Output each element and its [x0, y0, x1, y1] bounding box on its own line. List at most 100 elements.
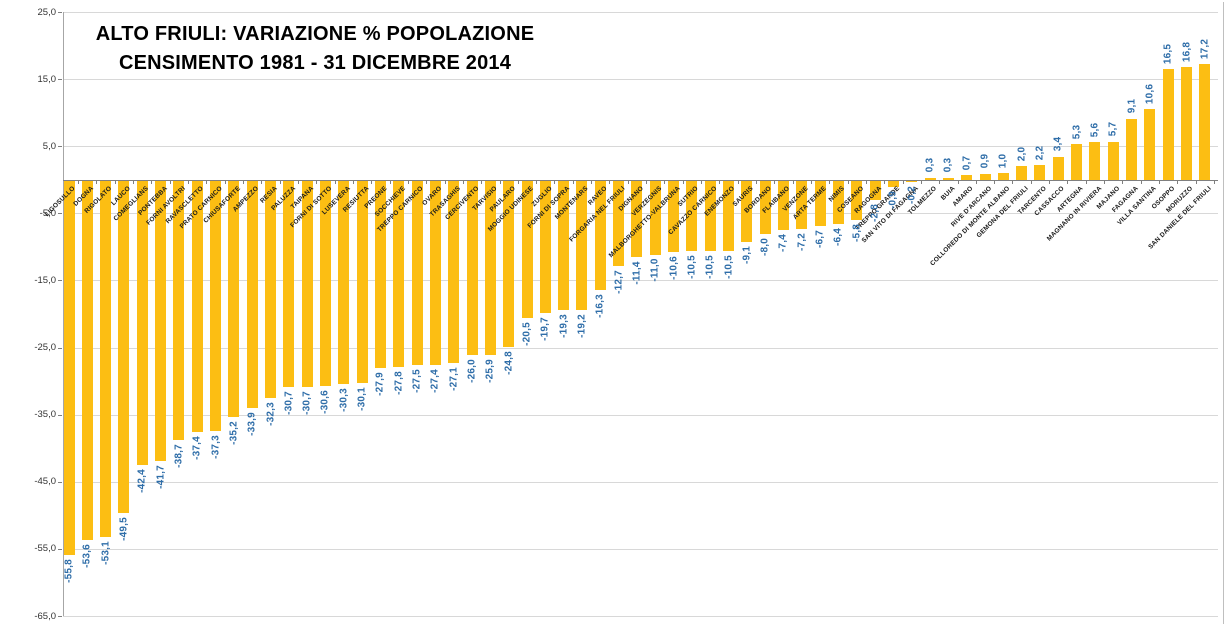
bar-value-label: 10,6 — [1144, 83, 1156, 104]
bar — [1107, 141, 1119, 180]
bar-value-label: -30,6 — [319, 390, 331, 415]
bar-value-label: 5,6 — [1089, 122, 1101, 137]
category-axis-tick-mark — [627, 179, 629, 184]
bar — [81, 180, 93, 541]
chart-title: ALTO FRIULI: VARIAZIONE % POPOLAZIONE CE… — [70, 20, 560, 78]
category-axis-tick-mark — [334, 179, 336, 184]
category-axis-tick-mark — [352, 179, 354, 184]
category-axis-tick-mark — [682, 179, 684, 184]
bar — [613, 180, 625, 266]
bar — [448, 180, 460, 363]
bar-value-label: -37,3 — [210, 435, 222, 459]
bar — [979, 173, 991, 180]
bar — [283, 180, 295, 387]
bar — [319, 180, 331, 387]
y-axis-tick-mark — [58, 481, 62, 483]
category-axis-tick-mark — [298, 179, 299, 184]
bar-value-label: -19,3 — [558, 314, 570, 339]
bar — [484, 180, 496, 355]
y-axis-tick-label: -5,0 — [39, 207, 56, 219]
bar-value-label: -27,5 — [411, 369, 423, 394]
y-axis-tick-label: 5,0 — [42, 140, 56, 152]
category-axis-tick-mark — [884, 179, 886, 184]
category-axis-tick-mark — [389, 179, 391, 184]
bar — [759, 180, 771, 235]
gridline — [63, 12, 1218, 13]
category-axis-tick-mark — [536, 179, 538, 184]
category-axis-tick-mark — [78, 179, 80, 184]
bar — [997, 173, 1009, 180]
bar-value-label: 1,0 — [997, 153, 1009, 168]
category-axis-tick-mark — [829, 179, 831, 184]
y-axis-tick-label: -55,0 — [34, 543, 56, 555]
bar-value-label: -38,7 — [173, 444, 185, 469]
category-axis-tick-mark — [96, 179, 98, 184]
bar — [63, 180, 75, 556]
category-axis-tick-mark — [847, 179, 849, 184]
category-axis-tick-mark — [1049, 179, 1051, 184]
bar-value-label: -30,1 — [356, 386, 368, 411]
bar — [906, 180, 918, 183]
bar-value-label: 3,4 — [1052, 137, 1064, 152]
bar-value-label: -53,6 — [81, 544, 93, 569]
category-axis-tick-mark — [792, 179, 794, 184]
category-axis-tick-mark — [426, 179, 428, 184]
bar-value-label: -0,2 — [906, 186, 918, 205]
bar-value-label: -27,1 — [448, 366, 460, 391]
bar — [814, 180, 826, 226]
bar — [741, 180, 753, 242]
bar — [576, 180, 588, 310]
bar-value-label: -55,8 — [63, 559, 75, 584]
y-axis-tick-label: -25,0 — [34, 342, 56, 354]
bar-value-label: 0,3 — [942, 157, 954, 173]
category-axis-tick-mark — [261, 179, 263, 184]
bar — [1162, 69, 1174, 180]
bar — [1089, 142, 1101, 180]
category-axis-tick-mark — [554, 179, 556, 184]
bar-value-label: -30,7 — [301, 390, 313, 415]
bar — [173, 180, 185, 441]
bar — [777, 180, 789, 231]
category-axis-tick-mark — [939, 179, 941, 184]
bar — [356, 180, 368, 383]
category-axis-tick-mark — [407, 179, 409, 184]
bar — [1126, 118, 1138, 180]
bar-value-label: -20,5 — [521, 322, 533, 347]
bar-value-label: -7,2 — [796, 233, 808, 252]
category-axis-tick-mark — [572, 179, 574, 184]
y-axis-tick-mark — [58, 79, 62, 81]
bar-value-label: -11,0 — [649, 258, 661, 282]
bar — [558, 180, 570, 311]
category-axis-tick-mark — [1159, 179, 1161, 184]
bar — [1199, 64, 1211, 180]
bar — [374, 180, 386, 368]
y-axis-tick-label: 15,0 — [37, 73, 57, 85]
bar — [539, 180, 551, 313]
bar — [411, 180, 423, 366]
category-axis-tick-mark — [151, 179, 153, 184]
bar-value-label: -27,4 — [429, 368, 441, 393]
bar-value-label: -10,5 — [686, 255, 698, 280]
bar — [228, 180, 240, 417]
bar-value-label: -2,8 — [869, 203, 881, 222]
bar-value-label: 0,9 — [979, 153, 991, 169]
category-axis-tick-mark — [1122, 179, 1124, 184]
bar-value-label: 16,5 — [1162, 43, 1174, 65]
category-axis-tick-mark — [701, 179, 703, 184]
bar-value-label: -37,4 — [191, 435, 203, 460]
bar — [851, 180, 863, 220]
bar-value-label: -27,9 — [374, 372, 386, 396]
bar — [631, 180, 643, 258]
y-axis-tick-mark — [58, 347, 62, 349]
gridline — [63, 347, 1218, 349]
bar-value-label: -10,5 — [704, 255, 716, 280]
gridline — [63, 481, 1218, 483]
bar-value-label: -16,3 — [594, 294, 606, 319]
y-axis-tick-mark — [58, 280, 62, 282]
category-axis-tick-mark — [1214, 179, 1215, 184]
zero-axis-line — [63, 179, 1218, 181]
bar — [429, 180, 441, 365]
bar — [1034, 165, 1046, 180]
category-axis-tick-mark — [591, 179, 593, 184]
